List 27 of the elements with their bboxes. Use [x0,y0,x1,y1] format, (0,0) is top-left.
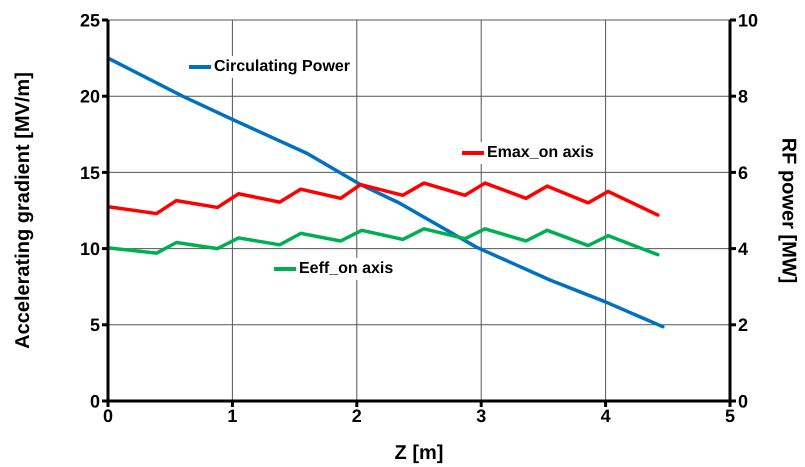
y-tick-label: 10 [80,238,100,259]
y2-tick-label: 8 [738,86,748,107]
line-series [108,181,660,217]
y-tick-label: 5 [90,315,100,336]
y2-tick-label: 10 [738,10,758,30]
line-series [108,56,665,328]
x-tick-label: 0 [102,406,114,426]
y2-tick-label: 2 [738,315,748,336]
x-tick-label: 3 [476,406,486,426]
legend-label: Emax_on axis [487,144,594,162]
y-tick-label: 15 [80,162,100,183]
y-axis-title: Accelerating gradient [MV/m] [12,72,34,349]
x-tick-label: 4 [600,406,611,426]
y-tick-label: 20 [80,86,100,107]
y-tick-label: 25 [80,10,100,30]
y2-tick-label: 6 [738,162,748,183]
y2-tick-label: 4 [738,238,748,259]
legend-label: Circulating Power [214,58,350,76]
legend-label: Eeff_on axis [299,260,394,278]
x-axis-title: Z [m] [394,442,444,464]
y2-tick-label: 0 [738,391,748,412]
x-tick-label: 5 [724,406,736,426]
x-tick-label: 1 [227,406,238,426]
x-tick-label: 2 [352,406,362,426]
y-tick-label: 0 [90,391,100,412]
y2-axis-title: RF power [MW] [777,138,800,284]
line-series [108,227,660,256]
